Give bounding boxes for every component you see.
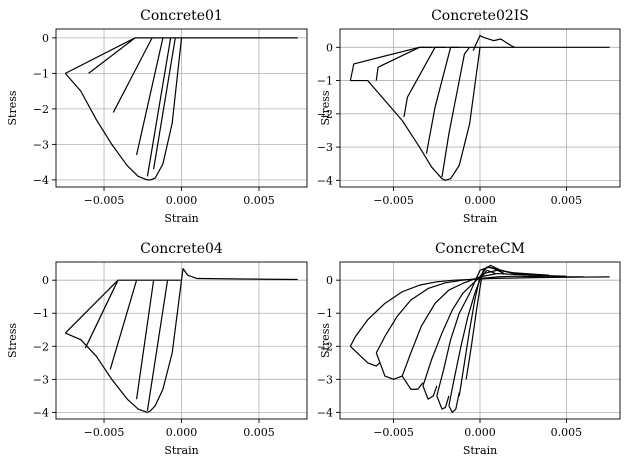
- y-tick-label: −3: [317, 141, 333, 154]
- x-tick-label: 0.005: [551, 194, 583, 207]
- y-tick-label: −2: [33, 103, 49, 116]
- chart-title: Concrete04: [140, 241, 223, 257]
- x-tick-label: −0.005: [84, 426, 125, 439]
- y-tick-label: −3: [317, 373, 333, 386]
- y-tick-label: −4: [317, 174, 333, 187]
- y-tick-label: 0: [326, 41, 333, 54]
- series-loop-3: [401, 272, 567, 377]
- x-tick-label: 0.000: [166, 426, 198, 439]
- y-tick-label: −3: [33, 373, 49, 386]
- series-loop-1: [349, 276, 610, 347]
- series-unload-2: [88, 37, 136, 74]
- x-axis-label: Strain: [164, 212, 198, 225]
- series-envelope: [64, 37, 183, 181]
- y-tick-label: −1: [33, 307, 49, 320]
- chart-panel-4: −0.005 0.000 0.005 0 −1 −2 −3 −4 ConcreteCM Strai…: [317, 241, 621, 457]
- series-cycle-3: [403, 46, 446, 118]
- x-axis-label: Strain: [164, 444, 198, 457]
- y-tick-label: −3: [33, 138, 49, 151]
- x-tick-label: 0.000: [464, 426, 496, 439]
- y-tick-label: −2: [317, 108, 333, 121]
- series-loop-7: [458, 266, 505, 396]
- series-loop-2: [375, 275, 584, 354]
- y-tick-label: −1: [317, 75, 333, 88]
- x-tick-label: 0.000: [464, 194, 496, 207]
- y-tick-label: 0: [42, 32, 49, 45]
- series-unload-6: [153, 37, 176, 170]
- series-loop-3-env: [401, 375, 424, 390]
- series-envelope: [65, 280, 183, 413]
- chart-title: ConcreteCM: [435, 241, 525, 257]
- chart-title: Concrete02IS: [431, 8, 529, 24]
- series-loop-6-env: [448, 392, 460, 413]
- x-tick-label: −0.005: [84, 194, 125, 207]
- y-axis-label: Stress: [319, 323, 332, 358]
- y-axis-label: Stress: [6, 323, 19, 358]
- series-loop-5-env: [436, 395, 450, 410]
- chart-panel-2: −0.005 0.000 0.005 0 −1 −2 −3 −4 Concrete02IS Str…: [317, 8, 621, 225]
- y-tick-label: −2: [33, 340, 49, 353]
- chart-title: Concrete01: [140, 8, 223, 24]
- x-axis-label: Strain: [463, 444, 497, 457]
- y-tick-label: −4: [317, 406, 333, 419]
- series-unload-5: [146, 280, 169, 411]
- y-axis-label: Stress: [6, 90, 19, 125]
- y-tick-label: −4: [33, 406, 49, 419]
- series-unload-5: [146, 37, 172, 177]
- series-unload-3: [109, 280, 138, 370]
- y-tick-label: 0: [326, 274, 333, 287]
- y-tick-label: −2: [317, 340, 333, 353]
- series-loop-6: [448, 264, 515, 406]
- series-cycle-2: [375, 46, 432, 81]
- y-tick-label: 0: [42, 274, 49, 287]
- series-loop-8: [465, 269, 496, 380]
- series-loop-4-env: [422, 385, 438, 400]
- series-tension: [472, 35, 515, 51]
- x-axis-label: Strain: [463, 212, 497, 225]
- series-loop-4: [422, 269, 550, 387]
- chart-panel-1: −0.005 0.000 0.005 0 −1 −2 −3 −4 Concrete01 Strai…: [6, 8, 308, 225]
- series-unload-4: [135, 37, 164, 156]
- y-tick-label: −1: [317, 307, 333, 320]
- series-loop-1-env: [349, 345, 381, 367]
- x-tick-label: 0.000: [166, 194, 198, 207]
- series-loop-5: [436, 266, 532, 397]
- y-tick-label: −1: [33, 67, 49, 80]
- series-cycle-4: [425, 46, 460, 154]
- series-envelope: [350, 47, 481, 181]
- series-cycle-5: [441, 46, 471, 178]
- series-unload-2: [84, 279, 119, 349]
- y-tick-label: −4: [33, 174, 49, 187]
- series-unload-3: [112, 37, 153, 113]
- series-loop-2-env: [375, 352, 403, 380]
- chart-panel-3: −0.005 0.000 0.005 0 −1 −2 −3 −4 Concrete04 Strai…: [6, 241, 308, 457]
- x-tick-label: −0.005: [373, 426, 414, 439]
- x-tick-label: −0.005: [373, 194, 414, 207]
- x-tick-label: 0.005: [243, 426, 275, 439]
- x-tick-label: 0.005: [243, 194, 275, 207]
- y-axis-label: Stress: [319, 90, 332, 125]
- series-unload-4: [135, 280, 155, 400]
- x-tick-label: 0.005: [551, 426, 583, 439]
